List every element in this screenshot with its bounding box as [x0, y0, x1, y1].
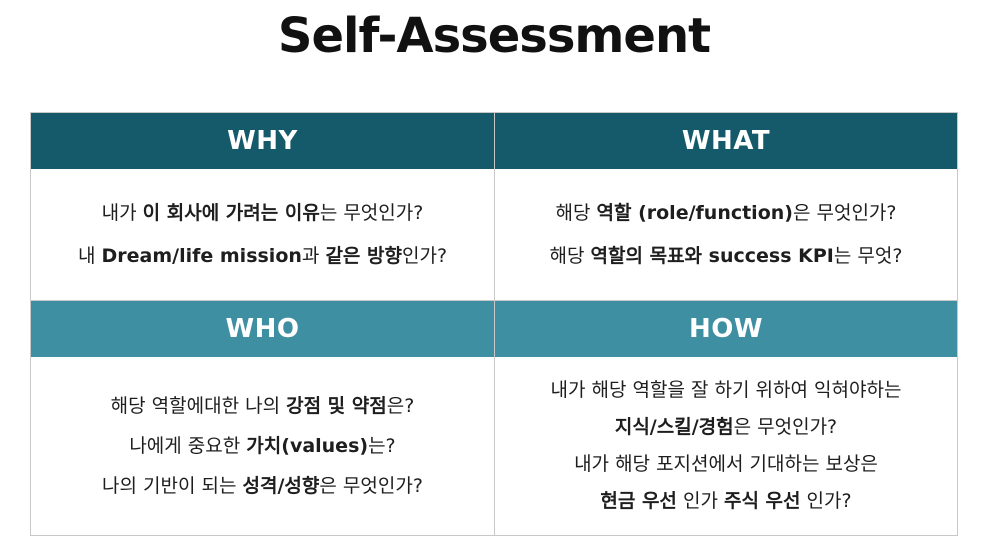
question-text: 해당	[555, 202, 597, 224]
question-text: 은 무엇인가?	[792, 202, 897, 224]
emphasis-text: 주식 우선	[723, 490, 801, 512]
question-line: 나에게 중요한 가치(values)는?	[129, 434, 396, 457]
question-text: 는 무엇?	[833, 245, 903, 267]
question-text: 은?	[386, 394, 415, 417]
question-text: 내가 해당 역할을 잘 하기 위하여 익혀야하는	[550, 379, 902, 401]
why-body: 내가 이 회사에 가려는 이유는 무엇인가? 내 Dream/life missi…	[31, 169, 494, 301]
question-text: 과	[301, 245, 326, 267]
question-line: 내가 해당 포지션에서 기대하는 보상은	[574, 455, 878, 474]
emphasis-text: 성격/성향	[242, 474, 320, 497]
question-text: 해당	[549, 245, 591, 267]
question-text: 나에게 중요한	[129, 434, 247, 457]
emphasis-text: 현금 우선	[600, 490, 677, 512]
question-text: 인가?	[800, 490, 852, 512]
question-text: 내가 해당 포지션에서 기대하는 보상은	[574, 453, 878, 475]
question-line: 나의 기반이 되는 성격/성향은 무엇인가?	[102, 474, 423, 497]
horizontal-divider	[31, 300, 957, 301]
question-text: 내	[77, 245, 102, 267]
emphasis-text: 이 회사에 가려는 이유	[142, 202, 320, 224]
why-header: WHY	[31, 113, 494, 169]
question-text: 은 무엇인가?	[319, 474, 423, 497]
question-text: 은 무엇인가?	[733, 416, 838, 438]
emphasis-text: Dream/life mission	[101, 245, 302, 267]
vertical-divider	[494, 113, 495, 535]
emphasis-text: 역할의 목표와 success KPI	[590, 245, 834, 267]
emphasis-text: 가치(values)	[246, 434, 369, 457]
question-text: 는 무엇인가?	[319, 202, 424, 224]
what-header: WHAT	[495, 113, 957, 169]
question-line: 현금 우선 인가 주식 우선 인가?	[600, 492, 851, 511]
question-line: 내 Dream/life mission과 같은 방향인가?	[78, 247, 447, 266]
question-text: 내가	[101, 202, 143, 224]
emphasis-text: 지식/스킬/경험	[614, 416, 734, 438]
what-body: 해당 역할 (role/function)은 무엇인가? 해당 역할의 목표와 s…	[495, 169, 957, 301]
question-line: 해당 역할에대한 나의 강점 및 약점은?	[110, 394, 415, 417]
how-header: HOW	[495, 301, 957, 357]
question-text: 나의 기반이 되는	[102, 474, 243, 497]
emphasis-text: 역할 (role/function)	[596, 202, 793, 224]
page-title: Self-Assessment	[277, 8, 711, 64]
who-body: 해당 역할에대한 나의 강점 및 약점은? 나에게 중요한 가치(values)는…	[31, 357, 494, 535]
question-line: 내가 이 회사에 가려는 이유는 무엇인가?	[102, 204, 424, 223]
assessment-grid: WHY 내가 이 회사에 가려는 이유는 무엇인가? 내 Dream/life m…	[30, 112, 958, 536]
question-line: 해당 역할 (role/function)은 무엇인가?	[556, 204, 897, 223]
question-text: 해당 역할에대한 나의	[110, 394, 287, 417]
emphasis-text: 강점 및 약점	[286, 394, 387, 417]
question-text: 인가	[676, 490, 724, 512]
question-line: 해당 역할의 목표와 success KPI는 무엇?	[550, 247, 903, 266]
question-line: 지식/스킬/경험은 무엇인가?	[615, 418, 837, 437]
who-header: WHO	[31, 301, 494, 357]
emphasis-text: 같은 방향	[325, 245, 402, 267]
question-text: 는?	[368, 434, 396, 457]
question-text: 인가?	[401, 245, 448, 267]
question-line: 내가 해당 역할을 잘 하기 위하여 익혀야하는	[551, 381, 902, 400]
